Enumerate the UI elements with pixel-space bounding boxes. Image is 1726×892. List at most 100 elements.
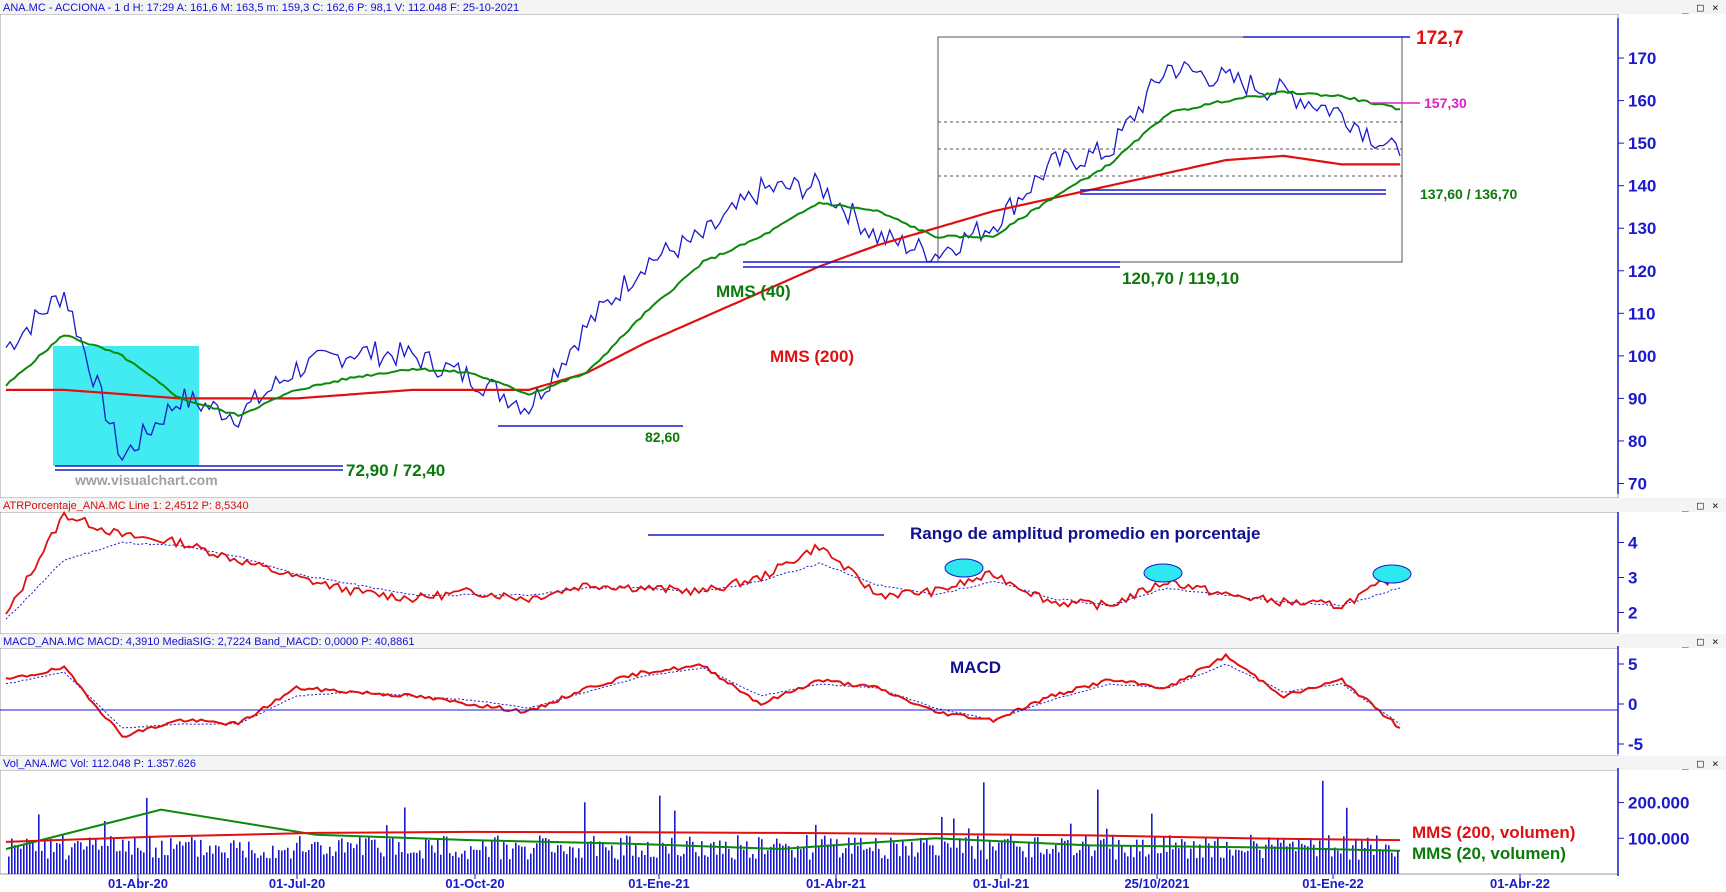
volume-bar	[980, 850, 982, 874]
volume-bar	[884, 855, 886, 874]
volume-bar	[869, 847, 871, 874]
volume-bar	[284, 849, 286, 874]
volume-bar	[926, 838, 928, 874]
volume-bar	[1190, 848, 1192, 874]
volume-bar	[554, 852, 556, 874]
volume-bar	[1301, 843, 1303, 874]
volume-bar	[680, 856, 682, 874]
volume-bar	[1229, 849, 1231, 874]
restore-icon[interactable]: □	[1697, 635, 1704, 648]
label-mms200: MMS (200)	[770, 347, 854, 366]
volume-bar	[944, 841, 946, 874]
volume-bar	[461, 853, 463, 874]
y-tick-label: 100	[1628, 347, 1656, 366]
volume-bar	[563, 851, 565, 874]
window-buttons-volume[interactable]: _ □ ×	[1682, 757, 1719, 770]
volume-bar	[14, 845, 16, 874]
x-axis: 01-Abr-20 01-Jul-20 01-Oct-20 01-Ene-21 01-A…	[108, 874, 1550, 891]
price-y-axis: 70 80 90 100 110 120 130 140 150 160 170	[1617, 18, 1656, 494]
volume-bar	[1154, 836, 1156, 874]
volume-bar	[260, 855, 262, 874]
atr-highlight-2	[1143, 563, 1183, 583]
volume-bar	[482, 840, 484, 874]
volume-bar	[698, 856, 700, 874]
volume-bar	[521, 846, 523, 874]
label-157: 157,30	[1424, 95, 1467, 111]
volume-bar	[278, 850, 280, 874]
volume-bar	[1316, 856, 1318, 874]
volume-bar	[1004, 839, 1006, 874]
minimize-icon[interactable]: _	[1682, 757, 1689, 770]
close-icon[interactable]: ×	[1712, 499, 1719, 512]
volume-bar	[47, 858, 49, 874]
volume-bar	[1067, 839, 1069, 874]
volume-bar	[326, 853, 328, 874]
volume-bar	[248, 841, 250, 874]
volume-bar	[329, 846, 331, 874]
volume-bar	[719, 840, 721, 874]
volume-bar	[749, 857, 751, 874]
volume-bar	[1304, 845, 1306, 874]
volume-bar	[815, 824, 817, 874]
volume-bar	[1202, 857, 1204, 874]
window-buttons-atr[interactable]: _ □ ×	[1682, 499, 1719, 512]
y-tick-label: 3	[1628, 569, 1637, 588]
volume-bar	[230, 843, 232, 874]
volume-bar	[1031, 857, 1033, 874]
x-tick-label: 01-Oct-20	[445, 876, 504, 891]
label-mms40: MMS (40)	[716, 282, 791, 301]
volume-bar	[29, 842, 31, 874]
volume-bar	[1016, 846, 1018, 874]
volume-bar	[701, 841, 703, 874]
volume-bar	[1250, 834, 1252, 874]
restore-icon[interactable]: □	[1697, 499, 1704, 512]
x-tick-label: 01-Jul-21	[973, 876, 1029, 891]
volume-bar	[788, 845, 790, 874]
volume-bar	[188, 841, 190, 874]
close-icon[interactable]: ×	[1712, 1, 1719, 14]
volume-bar	[932, 845, 934, 874]
window-buttons-price[interactable]: _ □ ×	[1682, 1, 1719, 14]
minimize-icon[interactable]: _	[1682, 635, 1689, 648]
volume-bar	[1070, 823, 1072, 874]
restore-icon[interactable]: □	[1697, 757, 1704, 770]
volume-bar	[161, 840, 163, 874]
volume-bar	[311, 844, 313, 874]
volume-bar	[1028, 841, 1030, 874]
volume-bar	[464, 850, 466, 874]
volume-bar	[191, 837, 193, 874]
volume-bar	[767, 850, 769, 874]
minimize-icon[interactable]: _	[1682, 1, 1689, 14]
atr-series	[5, 511, 1401, 620]
volume-header: Vol_ANA.MC Vol: 112.048 P: 1.357.626	[3, 758, 196, 770]
volume-bar	[806, 835, 808, 874]
close-icon[interactable]: ×	[1712, 757, 1719, 770]
volume-bar	[893, 842, 895, 874]
volume-bar	[365, 838, 367, 874]
y-tick-label: 4	[1628, 534, 1638, 553]
volume-bar	[338, 840, 340, 874]
volume-bar	[1064, 840, 1066, 874]
volume-bar	[38, 814, 40, 874]
y-tick-label: 90	[1628, 389, 1647, 408]
volume-bar	[233, 840, 235, 874]
volume-bar	[518, 845, 520, 874]
volume-bar	[584, 802, 586, 874]
minimize-icon[interactable]: _	[1682, 499, 1689, 512]
volume-bar	[530, 853, 532, 874]
volume-bar	[1352, 845, 1354, 874]
volume-bar	[1163, 837, 1165, 874]
volume-bar	[287, 847, 289, 874]
y-tick-label: 120	[1628, 262, 1656, 281]
close-icon[interactable]: ×	[1712, 635, 1719, 648]
volume-bar	[197, 856, 199, 874]
volume-bar	[203, 855, 205, 874]
restore-icon[interactable]: □	[1697, 1, 1704, 14]
y-tick-label: 110	[1628, 304, 1655, 323]
window-buttons-macd[interactable]: _ □ ×	[1682, 635, 1719, 648]
volume-bar	[473, 849, 475, 874]
volume-bar	[1280, 842, 1282, 874]
volume-bar	[440, 854, 442, 874]
x-tick-label: 25/10/2021	[1124, 876, 1189, 891]
volume-bar	[218, 846, 220, 874]
